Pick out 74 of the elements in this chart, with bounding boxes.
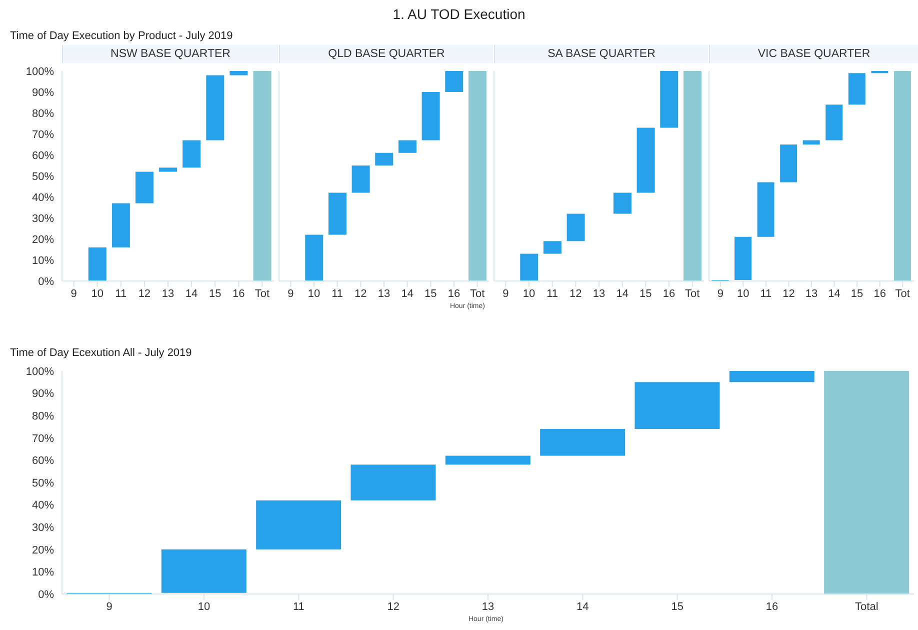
y-tick-label: 80%: [32, 108, 54, 120]
x-tick-label: 11: [115, 288, 127, 300]
x-tick-label: 13: [592, 288, 606, 300]
x-tick-label: 11: [546, 288, 558, 300]
x-tick-label: 15: [850, 288, 864, 300]
x-tick-label: 9: [288, 288, 294, 300]
x-tick-label: 12: [354, 288, 367, 300]
x-tick-label: 16: [232, 288, 245, 300]
x-tick-label: Tot: [470, 288, 485, 300]
x-tick-label: 12: [570, 288, 582, 300]
y-tick-label: 80%: [32, 410, 54, 423]
x-tick-label: 16: [766, 600, 778, 613]
x-tick-label: 12: [387, 600, 400, 613]
x-tick-label: 10: [91, 288, 104, 300]
y-tick-label: 100%: [26, 366, 54, 378]
x-tick-label: 11: [292, 600, 304, 613]
y-tick-label: 90%: [32, 388, 54, 400]
x-tick-label: 13: [378, 288, 390, 300]
x-tick-label: Tot: [684, 288, 700, 300]
x-tick-label: 16: [662, 288, 676, 300]
y-tick-label: 100%: [26, 66, 54, 78]
x-tick-label: 13: [162, 288, 174, 300]
chart-title: NSW BASE QUARTER: [62, 45, 278, 63]
x-tick-label: 15: [208, 288, 222, 300]
x-tick-label: 15: [424, 288, 437, 300]
chart-title: VIC BASE QUARTER: [709, 45, 918, 63]
x-tick-label: 10: [198, 600, 210, 613]
y-tick-label: 40%: [32, 500, 54, 512]
x-tick-label: 14: [576, 600, 589, 613]
x-tick-label: 14: [616, 288, 628, 300]
x-tick-label: 10: [737, 288, 750, 300]
y-tick-label: 50%: [32, 170, 54, 183]
x-tick-label: 9: [70, 288, 77, 300]
x-tick-label: 9: [106, 600, 112, 613]
text: 1. AU TOD Execution: [392, 6, 526, 22]
x-tick-label: 14: [185, 288, 198, 300]
y-tick-label: 10%: [32, 254, 54, 267]
y-tick-label: 0%: [38, 588, 54, 601]
chart-title: QLD BASE QUARTER: [279, 45, 493, 63]
y-tick-label: 60%: [32, 150, 54, 162]
y-tick-label: 20%: [32, 544, 54, 556]
y-tick-label: 10%: [32, 566, 54, 579]
y-tick-label: 70%: [32, 432, 54, 445]
y-tick-label: 90%: [32, 86, 54, 99]
x-tick-label: 10: [522, 288, 536, 300]
x-tick-label: Tot: [254, 288, 270, 300]
x-tick-label: 12: [782, 288, 795, 300]
text: Time of Day Execution by Product - July 2019: [10, 30, 233, 42]
x-tick-label: 16: [448, 288, 460, 300]
x-tick-label: 9: [717, 288, 724, 300]
chart-title: SA BASE QUARTER: [494, 45, 708, 63]
y-tick-label: 40%: [32, 192, 54, 204]
y-tick-label: 70%: [32, 128, 54, 141]
y-tick-label: 0%: [38, 276, 54, 288]
x-tick-label: Tot: [895, 288, 910, 300]
x-tick-label: 12: [138, 288, 151, 300]
x-tick-label: 11: [332, 288, 344, 300]
x-tick-label: 15: [640, 288, 652, 300]
x-tick-label: 14: [828, 288, 840, 300]
x-tick-label: 13: [805, 288, 818, 300]
x-tick-label: 14: [401, 288, 414, 300]
chart-title: Time of Day Ecexution All - July 2019: [10, 346, 192, 361]
x-tick-label: Total: [855, 600, 878, 613]
y-tick-label: 50%: [32, 477, 54, 490]
x-tick-label: 16: [874, 288, 886, 300]
y-tick-label: 30%: [32, 522, 54, 534]
x-tick-label: 13: [482, 600, 494, 613]
y-tick-label: 60%: [32, 455, 54, 468]
x-tick-label: 11: [760, 288, 772, 300]
y-tick-label: 20%: [32, 234, 54, 246]
x-tick-label: 15: [671, 600, 684, 613]
y-tick-label: 30%: [32, 212, 54, 225]
x-tick-label: 9: [502, 288, 509, 300]
x-tick-label: 10: [308, 288, 320, 300]
